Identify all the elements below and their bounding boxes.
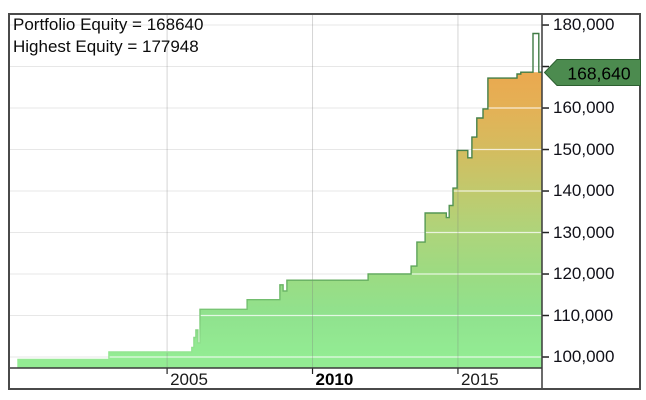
badge-value: 168,640 (567, 64, 631, 84)
equity-line (17, 32, 542, 361)
last-value-badge: 168,640 (543, 59, 641, 86)
y-axis-label: 100,000 (553, 347, 615, 366)
equity-area (17, 72, 543, 368)
y-axis-label: 150,000 (553, 139, 615, 159)
info-box: Portfolio Equity = 168640 Highest Equity… (13, 14, 203, 58)
highest-equity-text: Highest Equity = 177948 (13, 37, 199, 56)
x-axis-label: 2010 (315, 370, 354, 389)
equity-curve-graphics (8, 13, 641, 390)
x-axis-label: 2015 (460, 370, 499, 389)
y-axis-label: 180,000 (553, 15, 615, 35)
badge-arrow-icon (543, 59, 641, 86)
y-axis-label: 160,000 (553, 98, 615, 118)
portfolio-equity-text: Portfolio Equity = 168640 (13, 15, 204, 34)
x-axis-label: 2005 (170, 370, 208, 389)
y-axis-label: 130,000 (553, 222, 615, 242)
y-axis-label: 140,000 (553, 181, 615, 201)
y-axis-label: 110,000 (553, 305, 614, 325)
y-axis-label: 120,000 (553, 264, 615, 283)
